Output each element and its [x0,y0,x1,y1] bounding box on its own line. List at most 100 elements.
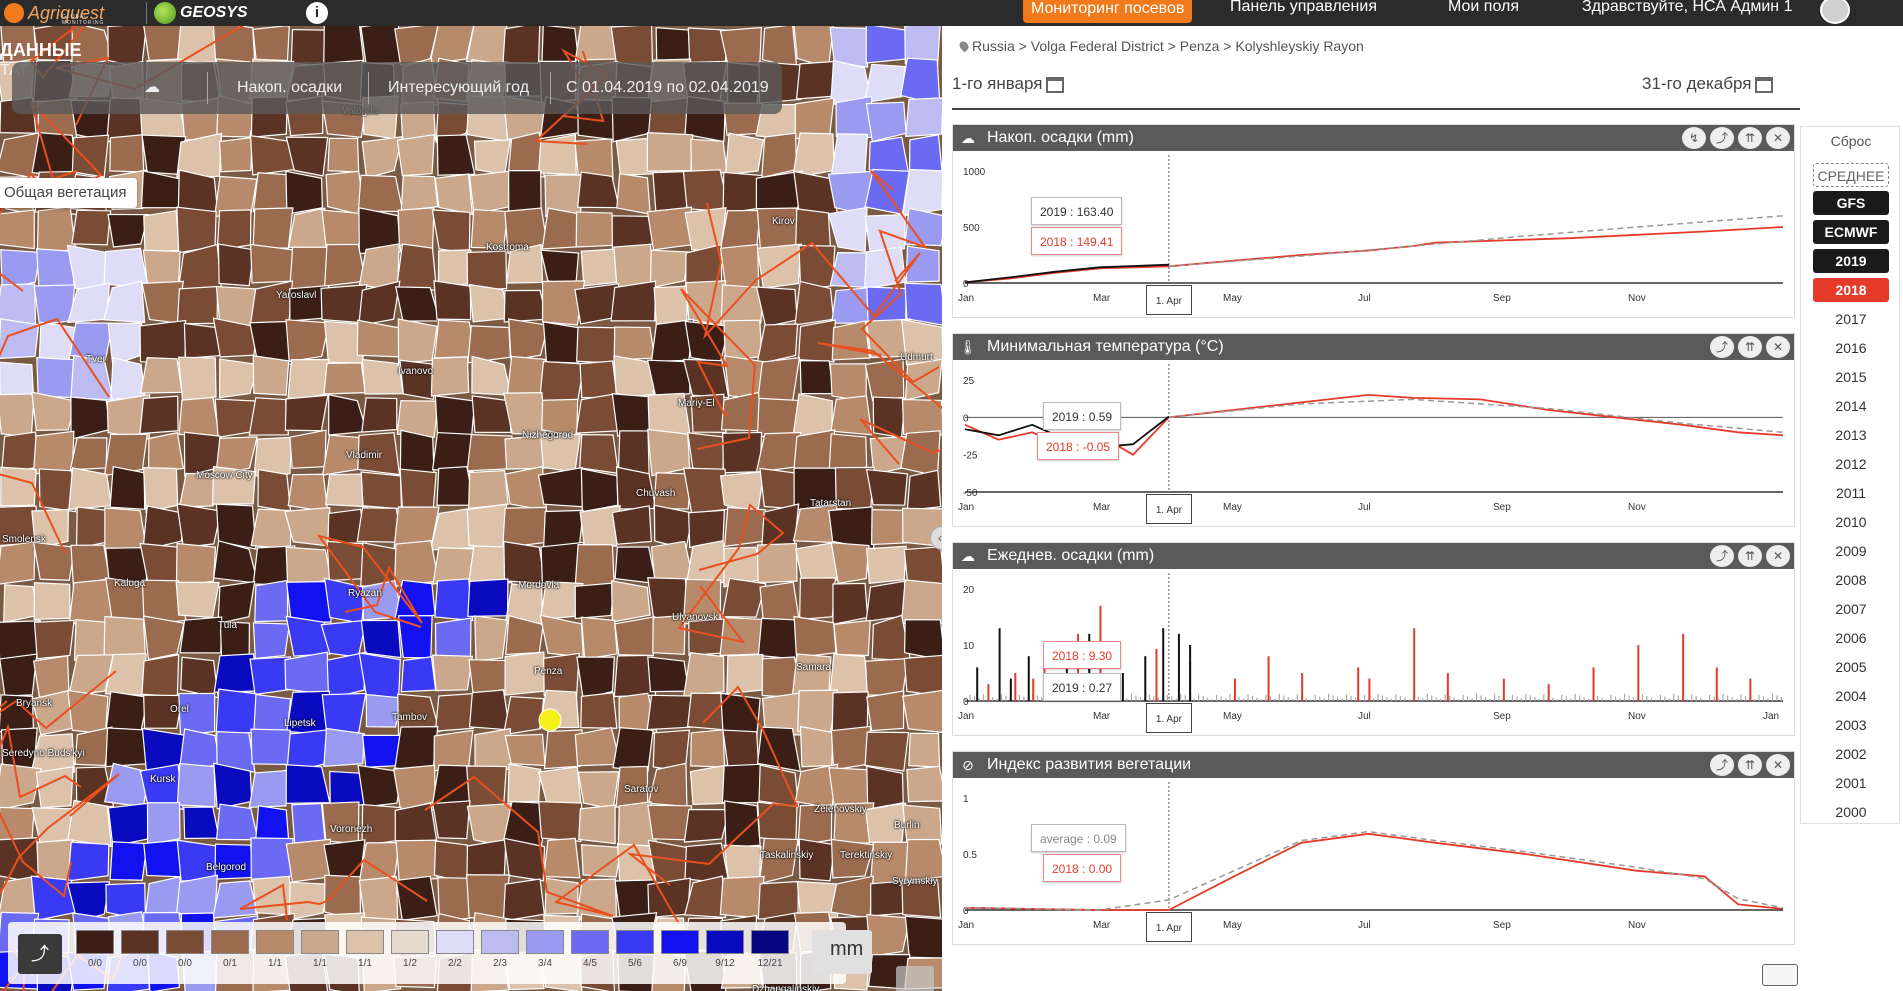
map-district[interactable] [356,319,401,358]
scale-swatch[interactable] [571,930,609,954]
map-district[interactable] [758,837,799,885]
map-district[interactable] [474,615,508,662]
map-district[interactable] [321,692,367,734]
daily-bar-2018[interactable] [1682,633,1685,701]
map-district[interactable] [792,393,833,438]
map-district[interactable] [864,168,910,216]
map-district[interactable] [726,653,765,695]
map-district[interactable] [0,763,42,810]
map-district[interactable] [361,135,404,179]
map-district[interactable] [502,26,541,65]
year-option[interactable]: 2001 [1835,775,1867,791]
map-district[interactable] [287,473,329,513]
map-district[interactable] [69,322,114,361]
map-district[interactable] [652,614,686,655]
map-district[interactable] [361,397,398,433]
scale-swatch[interactable] [661,930,699,954]
map-district[interactable] [140,170,183,209]
map-district[interactable] [144,876,182,916]
map-district[interactable] [284,394,329,432]
map-district[interactable] [141,280,184,324]
map-district[interactable] [719,616,766,657]
map-district[interactable] [176,762,216,808]
year-option[interactable]: GFS [1813,191,1889,215]
map-district[interactable] [175,581,220,619]
map-district[interactable] [904,97,942,138]
map-district[interactable] [399,429,435,476]
map-district[interactable] [395,243,438,291]
map-district[interactable] [399,359,435,401]
end-date-picker[interactable]: 31-го декабря [1642,74,1774,94]
map-district[interactable] [575,211,615,248]
map-district[interactable] [289,246,330,291]
map-district[interactable] [285,615,332,657]
collapse-icon[interactable]: ⇈ [1738,336,1762,358]
map-district[interactable] [431,209,471,255]
map-district[interactable] [429,26,475,65]
map-district[interactable] [365,693,403,728]
series-line-2019[interactable] [964,263,1169,284]
map-district[interactable] [683,652,725,698]
map-district[interactable] [357,432,401,476]
year-option[interactable]: 2012 [1835,456,1867,472]
map-district[interactable] [756,207,800,250]
map-district[interactable] [73,618,109,661]
map-district[interactable] [434,693,475,732]
map-district[interactable] [719,26,763,67]
map-district[interactable] [833,802,875,844]
map-district[interactable] [67,689,109,735]
map-district[interactable] [827,206,868,253]
map-district[interactable] [502,506,547,549]
map-district[interactable] [904,207,942,247]
map-district[interactable] [67,841,110,882]
map-district[interactable] [103,616,147,661]
map-district[interactable] [720,391,763,432]
map-district[interactable] [139,763,184,811]
daily-bar-2019[interactable] [1189,645,1192,701]
map-district[interactable] [682,169,731,213]
map-district[interactable] [436,134,476,176]
map-district[interactable] [109,841,148,881]
map-district[interactable] [393,540,440,588]
date-range-slider[interactable] [952,108,1800,110]
map-district[interactable] [215,803,259,841]
map-district[interactable] [610,280,657,322]
map-district[interactable] [468,689,511,731]
series-line-average[interactable] [1168,398,1784,434]
map-district[interactable] [799,725,834,768]
map-district[interactable] [400,656,437,693]
map-district[interactable] [575,392,619,434]
map-district[interactable] [471,395,512,433]
map-district[interactable] [107,213,150,248]
map-district[interactable] [542,321,581,364]
map-district[interactable] [574,726,622,767]
map-district[interactable] [683,875,727,919]
year-average[interactable]: СРЕДНЕЕ [1813,163,1889,187]
map-district[interactable] [143,694,184,729]
map-district[interactable] [503,392,546,436]
map-district[interactable] [829,26,869,68]
map-district[interactable] [724,800,761,849]
daily-bar-2019[interactable] [1009,678,1012,701]
daily-bar-2018[interactable] [1155,648,1158,701]
breadcrumb-text[interactable]: Russia > Volga Federal District > Penza … [972,38,1364,54]
map-district[interactable] [143,210,180,254]
year-option[interactable]: 2000 [1835,804,1867,820]
map-district[interactable] [795,60,836,100]
map-district[interactable] [358,652,401,699]
map-district[interactable] [866,690,905,732]
scale-swatch[interactable] [211,930,249,954]
map-district[interactable] [212,317,259,358]
map-view[interactable]: VologdaKirovKostromaYaroslavlTverIvanovo… [0,26,942,991]
map-district[interactable] [177,356,217,403]
map-district[interactable] [864,731,910,772]
user-greeting[interactable]: Здравствуйте, НСА Админ 1 [1582,0,1793,15]
map-district[interactable] [217,243,255,287]
map-district[interactable] [33,619,75,660]
calendar-icon[interactable] [1755,76,1774,93]
map-district[interactable] [285,170,323,215]
map-district[interactable] [176,503,222,548]
map-district[interactable] [395,286,441,322]
map-district[interactable] [793,615,837,659]
map-district[interactable] [36,357,77,399]
